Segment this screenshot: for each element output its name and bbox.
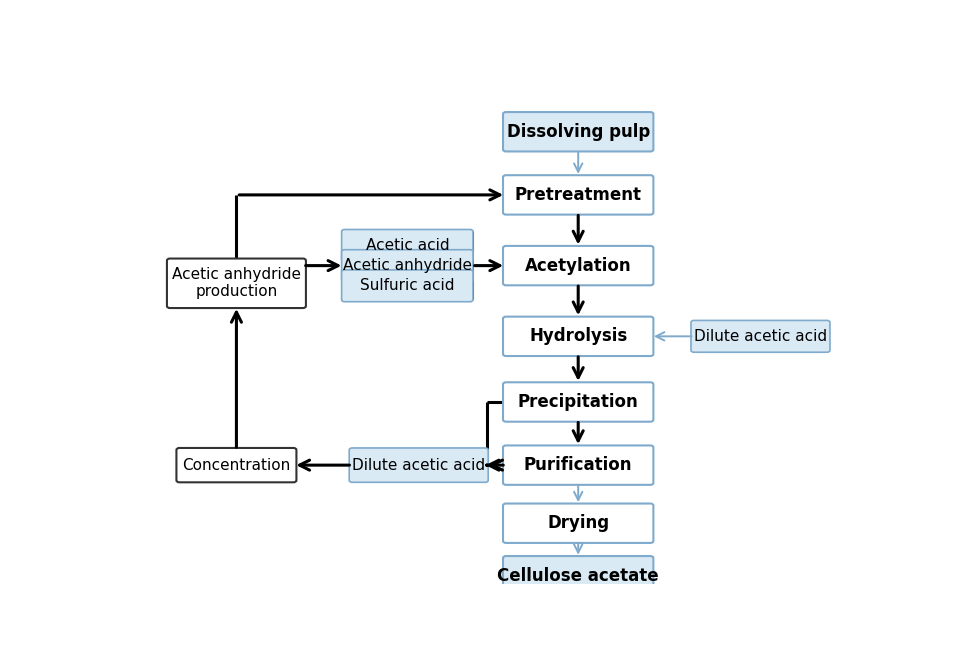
FancyBboxPatch shape: [342, 230, 473, 261]
Text: Dilute acetic acid: Dilute acetic acid: [352, 458, 485, 472]
FancyBboxPatch shape: [167, 258, 306, 308]
Text: Acetylation: Acetylation: [525, 256, 631, 275]
FancyBboxPatch shape: [503, 317, 654, 356]
FancyBboxPatch shape: [503, 382, 654, 422]
FancyBboxPatch shape: [342, 270, 473, 302]
FancyBboxPatch shape: [503, 175, 654, 215]
Text: Cellulose acetate: Cellulose acetate: [498, 567, 659, 584]
Text: Dilute acetic acid: Dilute acetic acid: [694, 329, 827, 344]
FancyBboxPatch shape: [691, 320, 830, 352]
Text: Drying: Drying: [547, 514, 610, 532]
Text: Precipitation: Precipitation: [517, 393, 639, 411]
FancyBboxPatch shape: [503, 246, 654, 285]
Text: Dissolving pulp: Dissolving pulp: [507, 123, 650, 141]
Text: Acetic anhydride: Acetic anhydride: [343, 258, 471, 273]
FancyBboxPatch shape: [503, 112, 654, 152]
Text: Acetic anhydride
production: Acetic anhydride production: [172, 267, 301, 300]
FancyBboxPatch shape: [503, 445, 654, 485]
Text: Sulfuric acid: Sulfuric acid: [360, 278, 455, 293]
FancyBboxPatch shape: [503, 504, 654, 543]
FancyBboxPatch shape: [503, 556, 654, 596]
Text: Pretreatment: Pretreatment: [514, 186, 642, 204]
FancyBboxPatch shape: [342, 250, 473, 281]
Text: Acetic acid: Acetic acid: [366, 238, 449, 253]
Text: Hydrolysis: Hydrolysis: [529, 327, 627, 345]
FancyBboxPatch shape: [349, 448, 488, 482]
Text: Concentration: Concentration: [182, 458, 290, 472]
FancyBboxPatch shape: [176, 448, 296, 482]
Text: Purification: Purification: [524, 456, 632, 474]
